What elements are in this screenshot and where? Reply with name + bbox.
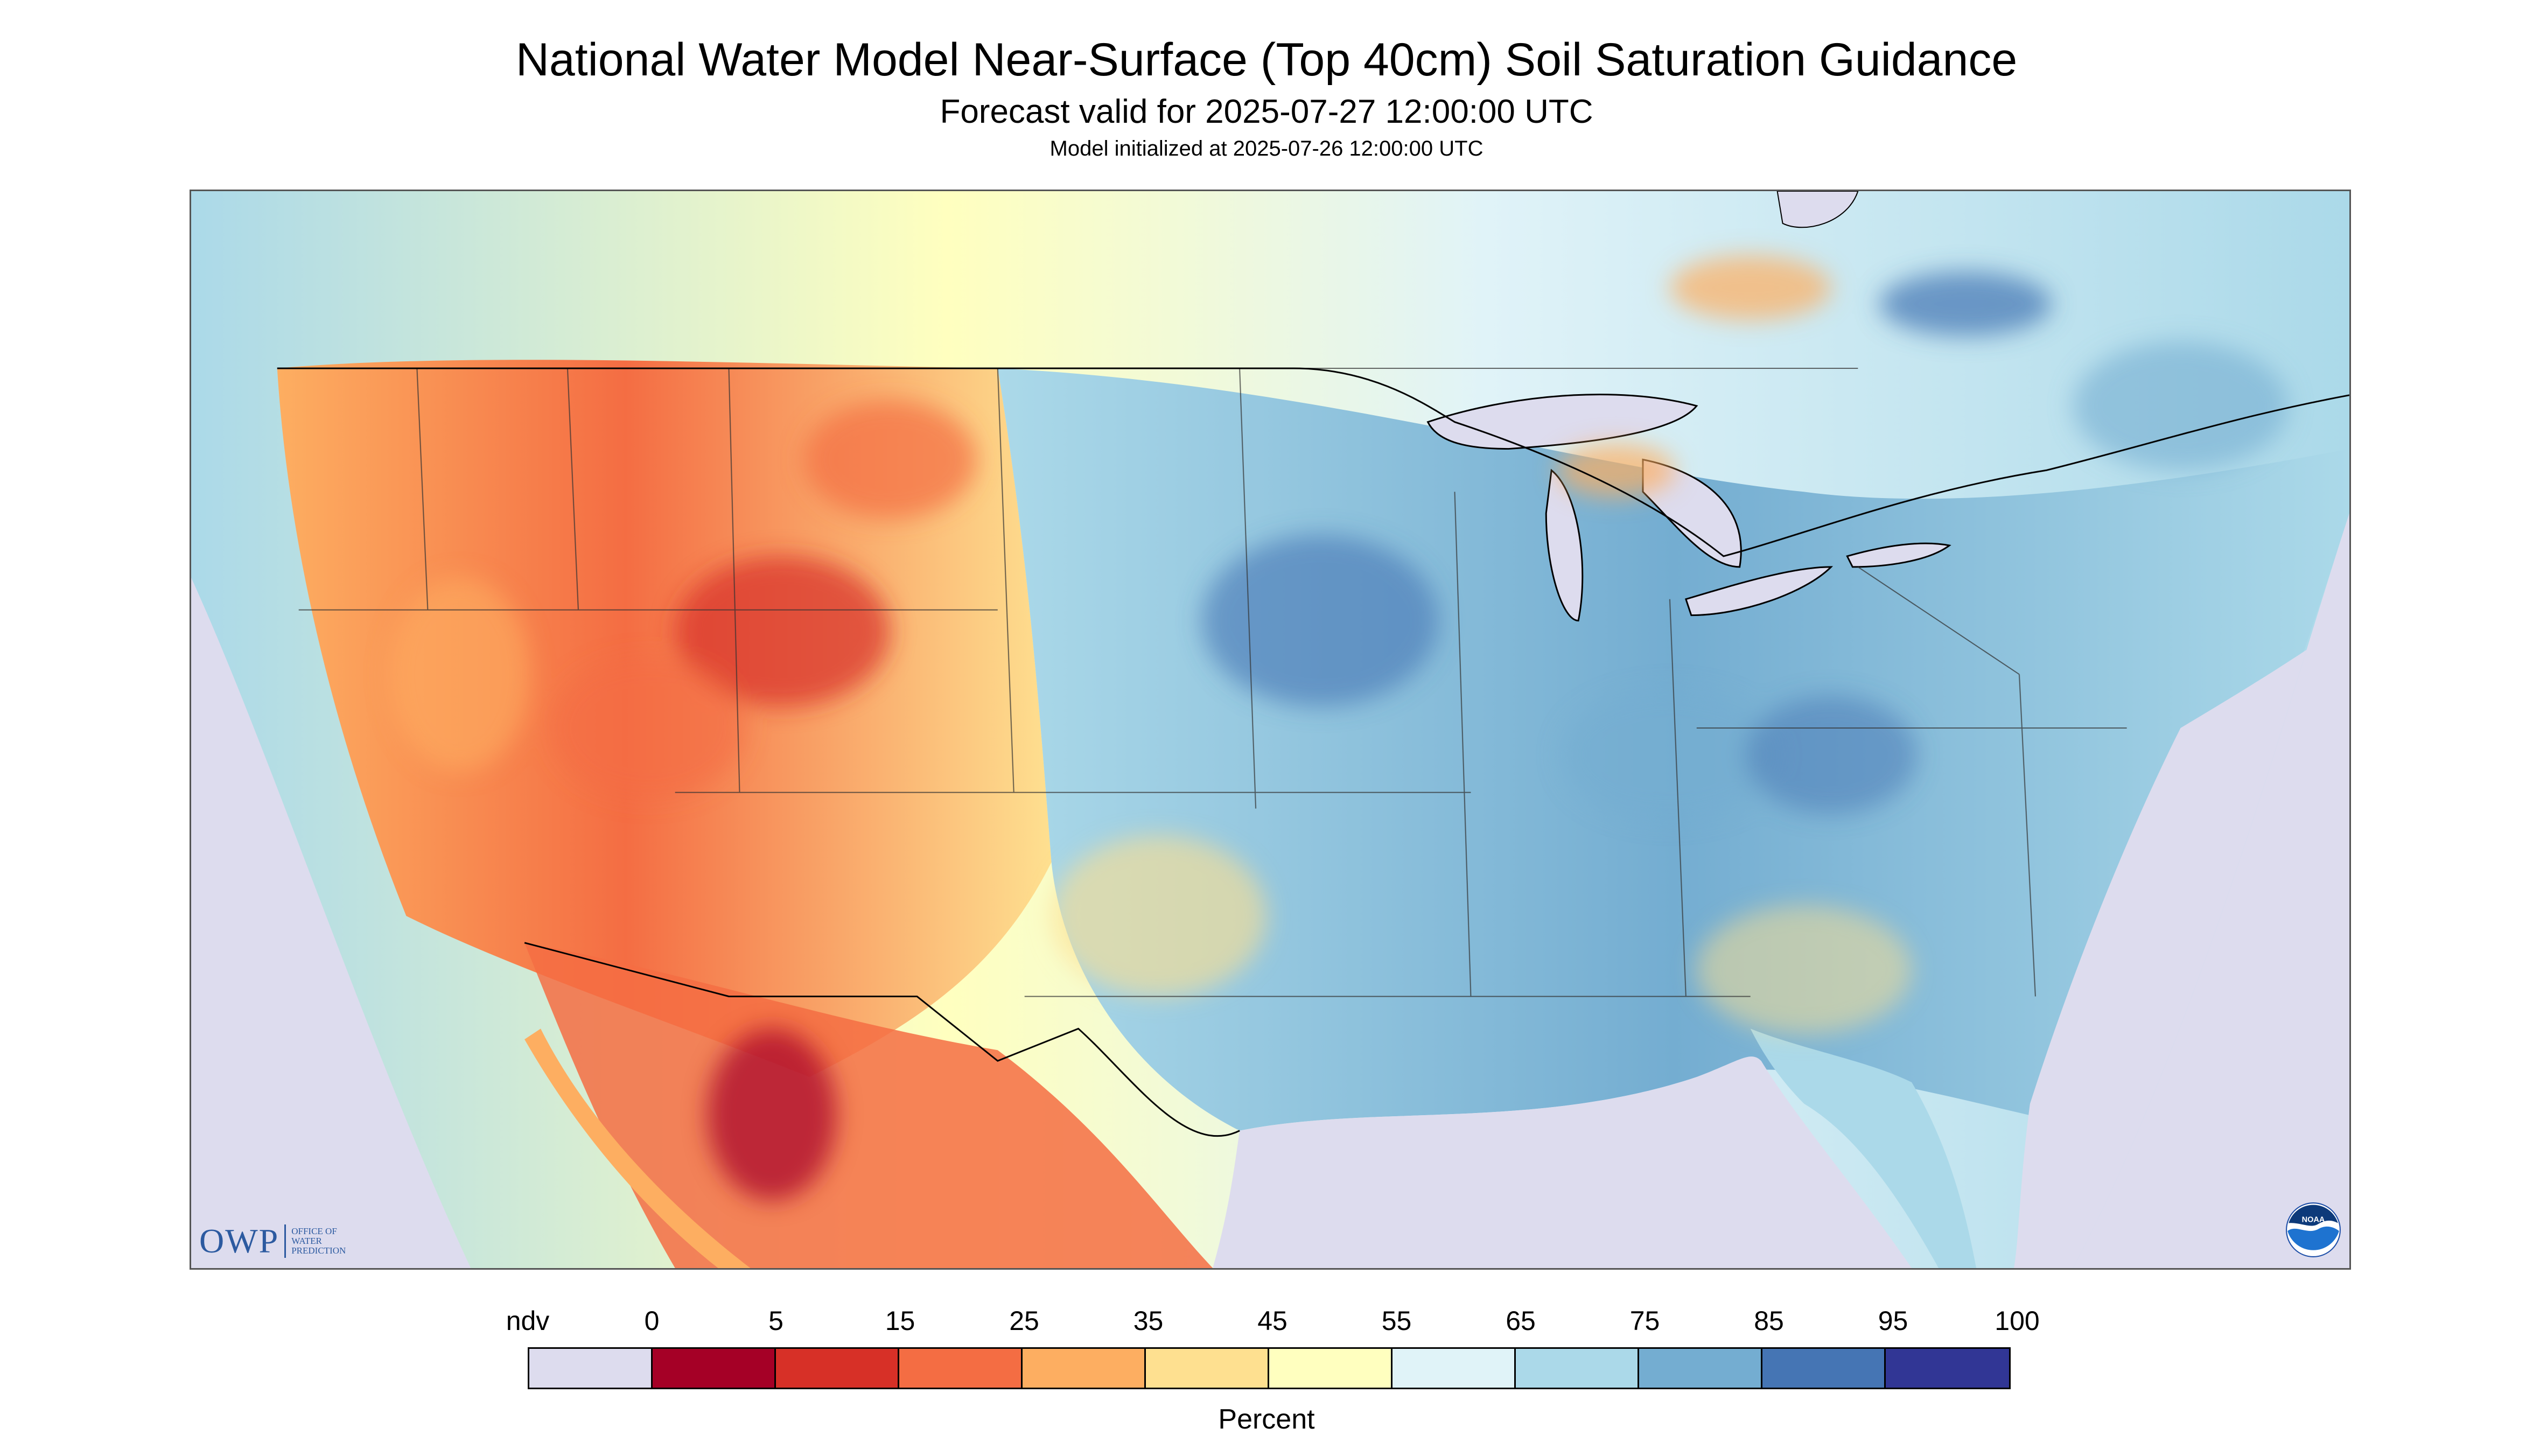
colorbar-tick-label: 100	[1995, 1306, 2040, 1336]
lake-huron	[1642, 458, 1742, 568]
colorbar-tick-label: 35	[1133, 1306, 1164, 1336]
us-mexico-border	[524, 942, 1240, 1137]
colorbar-unit-label: Percent	[1218, 1404, 1315, 1435]
colorbar-cell	[653, 1349, 776, 1388]
colorbar-tick-label: 25	[1009, 1306, 1039, 1336]
owp-logo: OWP OFFICE OF WATER PREDICTION	[199, 1222, 346, 1260]
colorbar-tick-label: 15	[885, 1306, 915, 1336]
map-title: National Water Model Near-Surface (Top 4…	[515, 34, 2018, 86]
colorbar-tick-label: 75	[1629, 1306, 1660, 1336]
noaa-logo-text: NOAA	[2302, 1215, 2325, 1224]
lake-erie	[1684, 566, 1834, 617]
owp-logo-divider	[284, 1224, 286, 1258]
map-panel	[190, 190, 2351, 1270]
hudson-bay	[1776, 191, 1859, 228]
colorbar-cell	[1516, 1349, 1639, 1388]
canada-us-border	[277, 367, 2349, 557]
state-boundaries	[277, 368, 2127, 997]
colorbar-cell	[1146, 1349, 1269, 1388]
pacific-ocean	[191, 577, 471, 1268]
saturation-patches	[390, 255, 2289, 1201]
noaa-logo-icon: NOAA	[2286, 1202, 2341, 1257]
colorbar-cell	[1023, 1349, 1146, 1388]
model-initialized-subtitle: Model initialized at 2025-07-26 12:00:00…	[1049, 137, 1484, 160]
colorbar-cell	[1639, 1349, 1762, 1388]
colorbar-cell	[1886, 1349, 2009, 1388]
colorbar-tick-label: ndv	[506, 1306, 550, 1336]
colorbar-tick-label: 5	[768, 1306, 783, 1336]
soil-saturation-map	[191, 191, 2349, 1268]
atlantic-ocean	[2013, 513, 2349, 1268]
lake-ontario	[1846, 542, 1951, 568]
colorbar-tick-label: 65	[1506, 1306, 1536, 1336]
owp-logo-text: OFFICE OF WATER PREDICTION	[291, 1226, 346, 1256]
forecast-valid-subtitle: Forecast valid for 2025-07-27 12:00:00 U…	[940, 93, 1593, 130]
gulf-of-mexico	[1213, 1056, 1912, 1268]
colorbar-cell	[1393, 1349, 1516, 1388]
florida-peninsula	[1750, 1028, 1977, 1268]
colorbar-cell	[1762, 1349, 1886, 1388]
colorbar	[528, 1347, 2011, 1389]
colorbar-tick-label: 55	[1381, 1306, 1412, 1336]
colorbar-cell	[529, 1349, 653, 1388]
colorbar-tick-label: 95	[1878, 1306, 1908, 1336]
baja-peninsula	[524, 1028, 751, 1268]
colorbar-cell	[899, 1349, 1023, 1388]
colorbar-cell	[776, 1349, 899, 1388]
colorbar-cell	[1269, 1349, 1393, 1388]
southwest-mexico-region	[524, 942, 1213, 1268]
colorbar-tick-label: 45	[1257, 1306, 1288, 1336]
lake-michigan	[1545, 468, 1584, 622]
colorbar-tick-label: 85	[1754, 1306, 1784, 1336]
owp-logo-letters: OWP	[199, 1222, 279, 1260]
colorbar-tick-label: 0	[644, 1306, 660, 1336]
